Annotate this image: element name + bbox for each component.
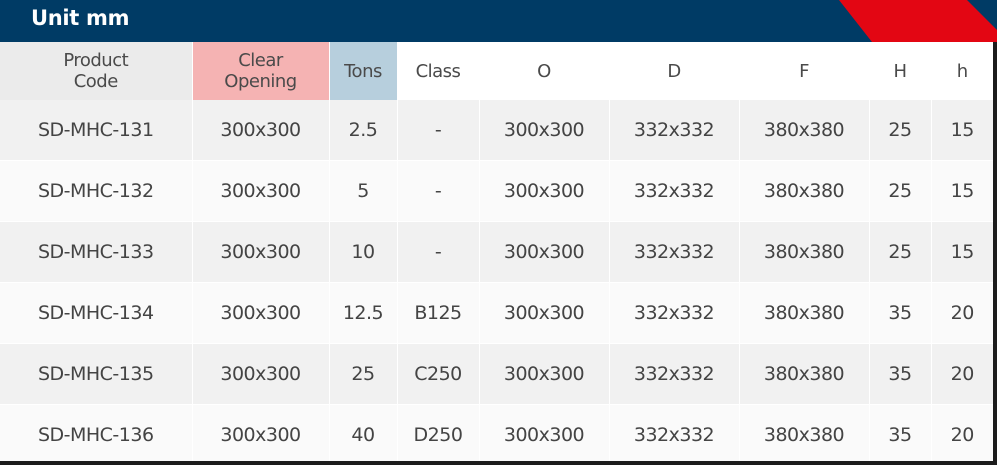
table-cell: 300x300 [191,404,329,465]
table-cell: 380x380 [738,160,869,222]
header-bar: Unit mm [0,0,997,42]
table-cell: 300x300 [478,160,609,222]
table-body: SD-MHC-131 300x300 2.5-300x300 332x332 380x3… [0,100,993,465]
table-cell: 332x332 [608,282,739,344]
table-cell: 300x300 [191,282,329,344]
table-cell: 20 [930,343,993,405]
table-cell: 35 [868,343,931,405]
column-header: h [930,42,993,100]
table-cell: SD-MHC-133 [0,221,192,283]
table-cell: 380x380 [738,221,869,283]
table-cell: 15 [930,221,993,283]
column-header: D [608,42,739,100]
table-cell: 5 [328,160,397,222]
bottom-border-line [0,461,997,465]
table-cell: 380x380 [738,404,869,465]
table-row: SD-MHC-136 300x300 40 D250 300x300 332x332 380… [0,404,993,465]
table-cell: 2.5 [328,100,397,161]
table-cell: 300x300 [478,221,609,283]
column-header: Product Code [0,42,192,100]
table-cell: 20 [930,282,993,344]
table-cell: 25 [868,100,931,161]
table-cell: 20 [930,404,993,465]
table-cell: 332x332 [608,100,739,161]
red-accent-shape [839,0,997,42]
table-cell: SD-MHC-134 [0,282,192,344]
table-cell: SD-MHC-132 [0,160,192,222]
table-cell: - [396,160,479,222]
table-cell: 380x380 [738,100,869,161]
table-cell: 35 [868,404,931,465]
column-header: Class [396,42,479,100]
table-cell: 15 [930,100,993,161]
table-cell: 332x332 [608,160,739,222]
table-cell: 380x380 [738,343,869,405]
table-cell: SD-MHC-136 [0,404,192,465]
table-cell: 40 [328,404,397,465]
table-cell: 300x300 [478,404,609,465]
table-cell: 10 [328,221,397,283]
table-cell: SD-MHC-135 [0,343,192,405]
table-row: SD-MHC-134 300x300 12.5 B125 300x300 332x332 3… [0,282,993,344]
table-row: SD-MHC-131 300x300 2.5-300x300 332x332 380x3… [0,100,993,161]
table-cell: 300x300 [478,282,609,344]
table-cell: 300x300 [478,100,609,161]
table-cell: - [396,221,479,283]
table-cell: 380x380 [738,282,869,344]
table-row: SD-MHC-135 300x300 25 C250 300x300 332x332 380… [0,343,993,405]
table-cell: 25 [868,160,931,222]
table-cell: 25 [328,343,397,405]
unit-title: Unit mm [31,6,130,30]
table-row: SD-MHC-132 300x300 5-300x300 332x332 380x380… [0,160,993,222]
table-cell: D250 [396,404,479,465]
table-cell: 332x332 [608,343,739,405]
table-cell: 300x300 [191,221,329,283]
table-cell: 300x300 [478,343,609,405]
column-header: O [478,42,609,100]
table-row: SD-MHC-133 300x300 10-300x300 332x332 380x38… [0,221,993,283]
table-cell: B125 [396,282,479,344]
column-header: F [738,42,869,100]
table-cell: 332x332 [608,404,739,465]
table-cell: 35 [868,282,931,344]
right-edge-line [993,42,997,465]
column-header: Clear Opening [191,42,329,100]
table-cell: 300x300 [191,160,329,222]
table-cell: 12.5 [328,282,397,344]
column-header: H [868,42,931,100]
table-cell: 300x300 [191,343,329,405]
table-cell: 15 [930,160,993,222]
table-cell: 25 [868,221,931,283]
table-cell: C250 [396,343,479,405]
table-cell: SD-MHC-131 [0,100,192,161]
table-cell: 300x300 [191,100,329,161]
table-cell: - [396,100,479,161]
column-header: Tons [328,42,397,100]
table-cell: 332x332 [608,221,739,283]
